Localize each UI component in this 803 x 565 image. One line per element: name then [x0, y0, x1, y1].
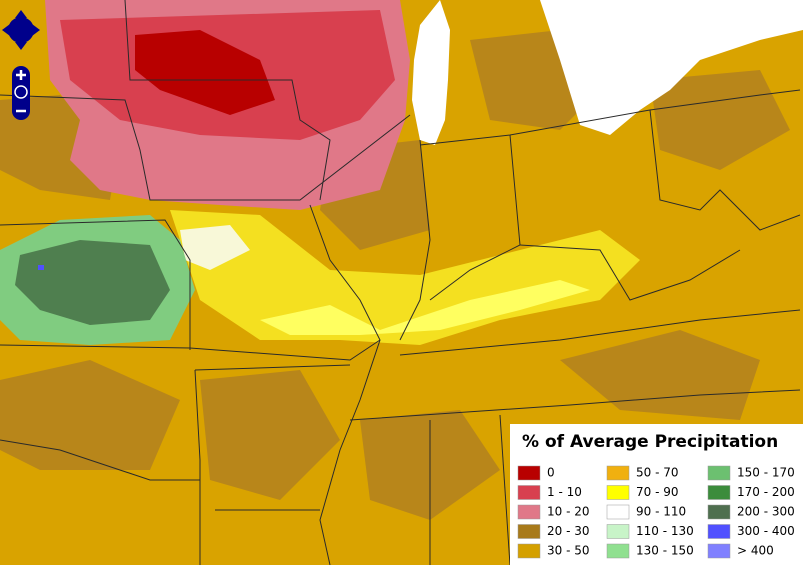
border	[399, 139, 431, 341]
zoom-bar	[12, 66, 30, 120]
pan-circle[interactable]	[8, 17, 34, 43]
legend-label: > 400	[737, 544, 774, 558]
zoom-in[interactable]	[16, 70, 26, 80]
border	[519, 244, 741, 301]
legend-swatch	[517, 504, 541, 520]
legend-swatch	[606, 465, 630, 481]
legend-label: 150 - 170	[737, 466, 795, 480]
nav-controls	[2, 10, 40, 120]
legend-swatch	[517, 543, 541, 559]
legend-label: 130 - 150	[636, 544, 694, 558]
lake-huron-erie	[540, 0, 803, 135]
border	[499, 414, 511, 565]
band-light	[260, 280, 590, 335]
lake-michigan	[412, 0, 450, 145]
legend-swatch	[707, 465, 731, 481]
wet-band	[170, 210, 640, 345]
border	[0, 219, 191, 350]
pan-right[interactable]	[32, 24, 40, 36]
band-white	[180, 225, 250, 270]
legend-label: 1 - 10	[547, 485, 582, 499]
legend-label: 200 - 300	[737, 505, 795, 519]
border	[649, 89, 801, 111]
red-region	[45, 0, 410, 210]
region-deep-red	[135, 30, 275, 115]
legend-label: 50 - 70	[636, 466, 679, 480]
legend-label: 30 - 50	[547, 544, 590, 558]
patch	[650, 70, 790, 170]
legend-swatch	[517, 524, 541, 539]
legend-swatch	[606, 543, 630, 559]
legend-label: 10 - 20	[547, 505, 590, 519]
border	[419, 109, 801, 231]
pan-up[interactable]	[15, 10, 27, 18]
border	[124, 0, 331, 201]
border	[399, 309, 801, 356]
legend-label: 70 - 90	[636, 485, 679, 499]
zoom-world[interactable]	[14, 85, 28, 99]
border	[194, 364, 351, 371]
border	[194, 369, 201, 565]
patch	[200, 370, 340, 500]
legend-swatch	[707, 485, 731, 500]
legend-swatch	[606, 485, 630, 500]
legend-swatch	[517, 465, 541, 481]
border	[349, 389, 801, 421]
patch	[0, 360, 180, 470]
legend-label: 110 - 130	[636, 524, 694, 538]
legend-box	[510, 424, 803, 565]
border	[0, 439, 200, 481]
legend-swatch	[606, 504, 630, 520]
region-dark-green	[15, 240, 170, 325]
legend-label: 20 - 30	[547, 524, 590, 538]
legend-label: 0	[547, 466, 555, 480]
legend-swatch	[707, 543, 731, 559]
legend-label: 90 - 110	[636, 505, 686, 519]
water	[412, 0, 803, 145]
region-blue	[38, 265, 44, 270]
border	[429, 134, 521, 301]
legend-label: 170 - 200	[737, 485, 795, 499]
border	[309, 204, 381, 565]
pan-left[interactable]	[2, 24, 10, 36]
patch	[560, 330, 760, 420]
border	[0, 94, 411, 201]
green-region	[0, 215, 195, 345]
pan-down[interactable]	[15, 42, 27, 50]
legend-swatch	[606, 524, 630, 539]
legend-title: % of Average Precipitation	[522, 432, 778, 452]
legend-swatch	[707, 504, 731, 520]
legend-swatch	[707, 524, 731, 539]
legend: % of Average Precipitation 0 1 - 10 10 - 2…	[510, 424, 803, 565]
pan-control[interactable]	[2, 10, 40, 50]
legend-label: 300 - 400	[737, 524, 795, 538]
band-yellow	[170, 210, 640, 345]
border	[0, 339, 381, 361]
legend-swatch	[517, 485, 541, 500]
